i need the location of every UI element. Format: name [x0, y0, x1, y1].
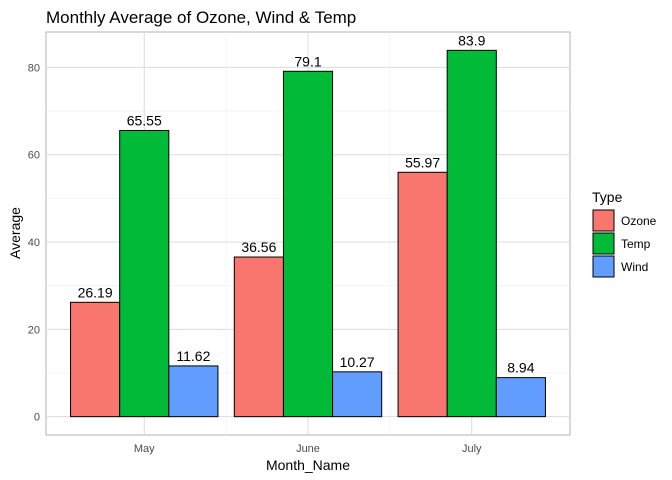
- legend-label: Wind: [621, 260, 648, 274]
- legend-items: Ozone Temp Wind: [592, 209, 657, 278]
- data-label: 83.9: [458, 32, 485, 48]
- y-tick-label: 80: [28, 62, 40, 74]
- legend-key-wind: [592, 255, 615, 278]
- y-tick-label: 60: [28, 150, 40, 162]
- bar-temp-june: [282, 70, 334, 418]
- legend-key-temp: [592, 232, 615, 255]
- data-label: 10.27: [340, 354, 375, 370]
- data-label: 11.62: [176, 348, 210, 364]
- x-tick-label: July: [462, 443, 482, 455]
- x-tick-label: June: [296, 443, 320, 455]
- chart-title: Monthly Average of Ozone, Wind & Temp: [46, 8, 356, 27]
- y-axis-title: Average: [7, 207, 23, 259]
- y-axis: 0 20 40 60 80: [28, 62, 40, 423]
- x-tick-label: May: [134, 443, 155, 455]
- y-tick-label: 40: [28, 237, 40, 249]
- data-label: 36.56: [241, 239, 276, 255]
- data-label: 8.94: [507, 360, 534, 376]
- legend: Type Ozone Temp Wind: [592, 189, 657, 278]
- legend-key-ozone: [592, 209, 615, 232]
- legend-label: Temp: [621, 237, 651, 251]
- bar-wind-june: [332, 371, 383, 418]
- bar-ozone-july: [397, 171, 448, 418]
- data-labels: 26.19 65.55 11.62 36.56 79.1 10.27 55.97 83.9 8.…: [78, 32, 535, 375]
- data-label: 55.97: [405, 154, 440, 170]
- legend-title: Type: [592, 189, 623, 205]
- x-axis-title: Month_Name: [266, 457, 350, 473]
- y-tick-label: 0: [34, 412, 40, 424]
- bar-wind-july: [495, 377, 546, 418]
- x-axis: May June July: [134, 443, 482, 455]
- data-label: 26.19: [78, 284, 113, 300]
- data-label: 79.1: [294, 53, 321, 69]
- bar-temp-may: [119, 129, 170, 418]
- data-label: 65.55: [127, 112, 162, 128]
- bar-temp-july: [446, 49, 497, 418]
- bar-ozone-may: [70, 301, 121, 418]
- legend-label: Ozone: [621, 214, 657, 228]
- bars-layer: [70, 49, 546, 418]
- bar-wind-may: [168, 365, 219, 418]
- y-tick-label: 20: [28, 324, 40, 336]
- bar-ozone-june: [233, 256, 284, 418]
